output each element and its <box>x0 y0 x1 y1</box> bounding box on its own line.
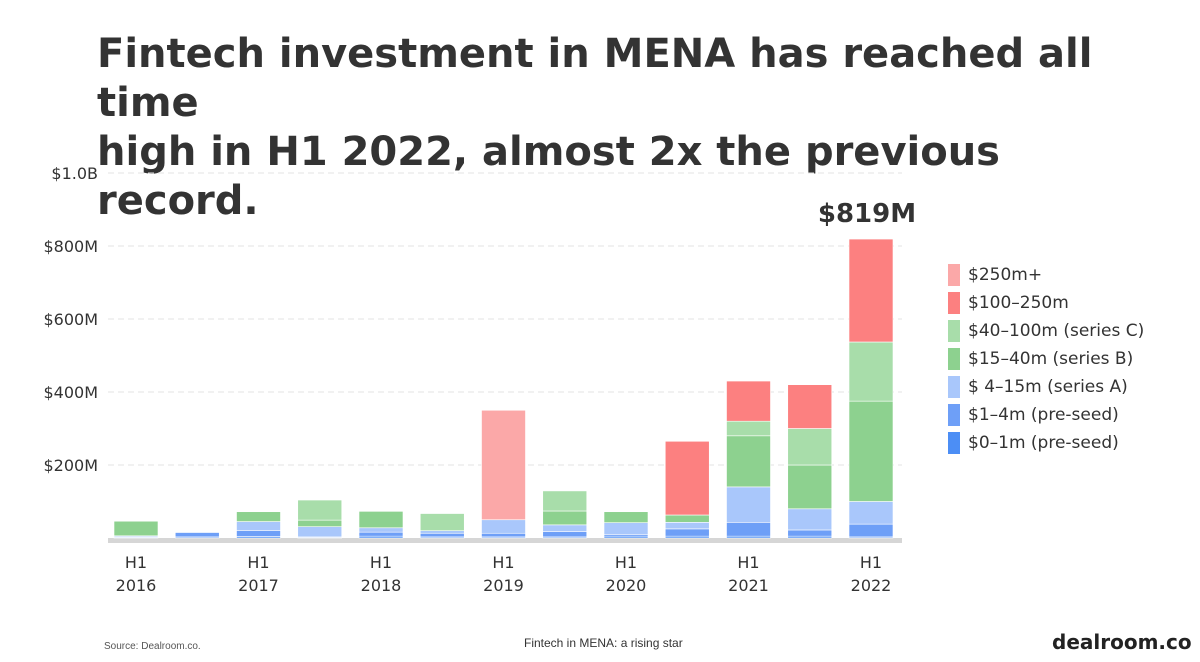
bar-segment <box>848 341 894 402</box>
x-tick-label: H1 <box>737 553 759 572</box>
bar-segment <box>358 527 404 533</box>
bar-segment <box>726 486 771 523</box>
bar-segment <box>848 501 894 525</box>
bar-segment <box>848 400 894 502</box>
legend-label: $1–4m (pre-seed) <box>968 405 1119 425</box>
chart-caption: Fintech in MENA: a rising star <box>524 636 683 650</box>
bar-segment <box>787 384 833 429</box>
x-tick-label: H1 <box>370 553 392 572</box>
bar-segment <box>664 528 710 537</box>
legend-item: $ 4–15m (series A) <box>948 373 1144 401</box>
legend-item: $15–40m (series B) <box>948 345 1144 373</box>
legend-label: $0–1m (pre-seed) <box>968 433 1119 453</box>
bar-segment <box>787 529 833 537</box>
legend-item: $100–250m <box>948 289 1144 317</box>
bar-segment <box>787 508 833 531</box>
bar-segment <box>113 520 159 537</box>
total-annotation: $819M <box>818 199 916 229</box>
legend-label: $40–100m (series C) <box>968 321 1145 341</box>
bar-segment <box>603 522 649 535</box>
y-tick-label: $400M <box>43 383 98 402</box>
x-tick-label: 2018 <box>361 576 402 595</box>
y-tick-label: $1.0B <box>51 164 98 183</box>
bar-segment <box>358 531 404 537</box>
bar-segment <box>726 420 771 437</box>
bar-segment <box>603 511 649 523</box>
chart-title: Fintech investment in MENA has reached a… <box>97 30 1157 226</box>
bar-segment <box>726 522 771 537</box>
bar-segment <box>848 523 894 538</box>
y-tick-label: $600M <box>43 310 98 329</box>
x-tick-label: 2021 <box>728 576 769 595</box>
bar-segment <box>726 435 771 488</box>
legend-swatch <box>948 404 960 426</box>
bar-segment <box>787 464 833 510</box>
bar-segment <box>787 428 833 466</box>
x-tick-label: 2016 <box>116 576 157 595</box>
source-note: Source: Dealroom.co. <box>104 641 201 652</box>
legend-item: $250m+ <box>948 261 1144 289</box>
bar-segment <box>481 519 526 534</box>
chart-title-line-1: Fintech investment in MENA has reached a… <box>97 31 1093 126</box>
chart-title-line-2: high in H1 2022, almost 2x the previous … <box>97 129 1000 224</box>
chart-legend: $250m+ $100–250m $40–100m (series C) $15–40… <box>948 261 1144 457</box>
legend-swatch <box>948 320 960 342</box>
bar-segment <box>358 511 404 529</box>
legend-label: $250m+ <box>968 265 1043 285</box>
x-tick-label: H1 <box>860 553 882 572</box>
bar-segment <box>664 522 710 530</box>
bar-segment <box>542 524 588 532</box>
bar-segment <box>664 440 710 516</box>
x-tick-label: H1 <box>125 553 147 572</box>
bar-segment <box>542 490 588 512</box>
bar-segment <box>664 514 710 523</box>
bar-segment <box>481 532 526 538</box>
x-tick-label: H1 <box>615 553 637 572</box>
bar-segment <box>419 532 465 538</box>
bar-segment <box>419 513 465 531</box>
x-axis-line <box>108 538 902 543</box>
bar-segment <box>236 530 281 537</box>
bar-segment <box>726 380 771 422</box>
bar-segment <box>297 499 343 521</box>
x-tick-label: 2020 <box>606 576 647 595</box>
y-tick-label: $800M <box>43 237 98 256</box>
bar-segment <box>236 521 281 532</box>
legend-swatch <box>948 292 960 314</box>
legend-swatch <box>948 348 960 370</box>
bar-segment <box>542 531 588 538</box>
bar-segment <box>848 238 894 343</box>
bar-segment <box>481 409 526 521</box>
x-tick-label: 2022 <box>851 576 892 595</box>
legend-swatch <box>948 376 960 398</box>
bar-segment <box>297 526 343 538</box>
bar-segment <box>419 530 465 534</box>
legend-label: $100–250m <box>968 293 1069 313</box>
y-tick-label: $200M <box>43 456 98 475</box>
legend-swatch <box>948 432 960 454</box>
dealroom-logo: dealroom.co <box>1052 630 1192 654</box>
bar-segment <box>174 532 220 538</box>
legend-item: $0–1m (pre-seed) <box>948 429 1144 457</box>
bar-segment <box>542 510 588 526</box>
bar-segment <box>297 519 343 527</box>
legend-swatch <box>948 264 960 286</box>
bar-segment <box>236 511 281 522</box>
legend-item: $1–4m (pre-seed) <box>948 401 1144 429</box>
legend-label: $15–40m (series B) <box>968 349 1134 369</box>
x-tick-label: 2019 <box>483 576 524 595</box>
legend-label: $ 4–15m (series A) <box>968 377 1128 397</box>
x-tick-label: H1 <box>247 553 269 572</box>
x-tick-label: H1 <box>492 553 514 572</box>
legend-item: $40–100m (series C) <box>948 317 1144 345</box>
x-tick-label: 2017 <box>238 576 279 595</box>
